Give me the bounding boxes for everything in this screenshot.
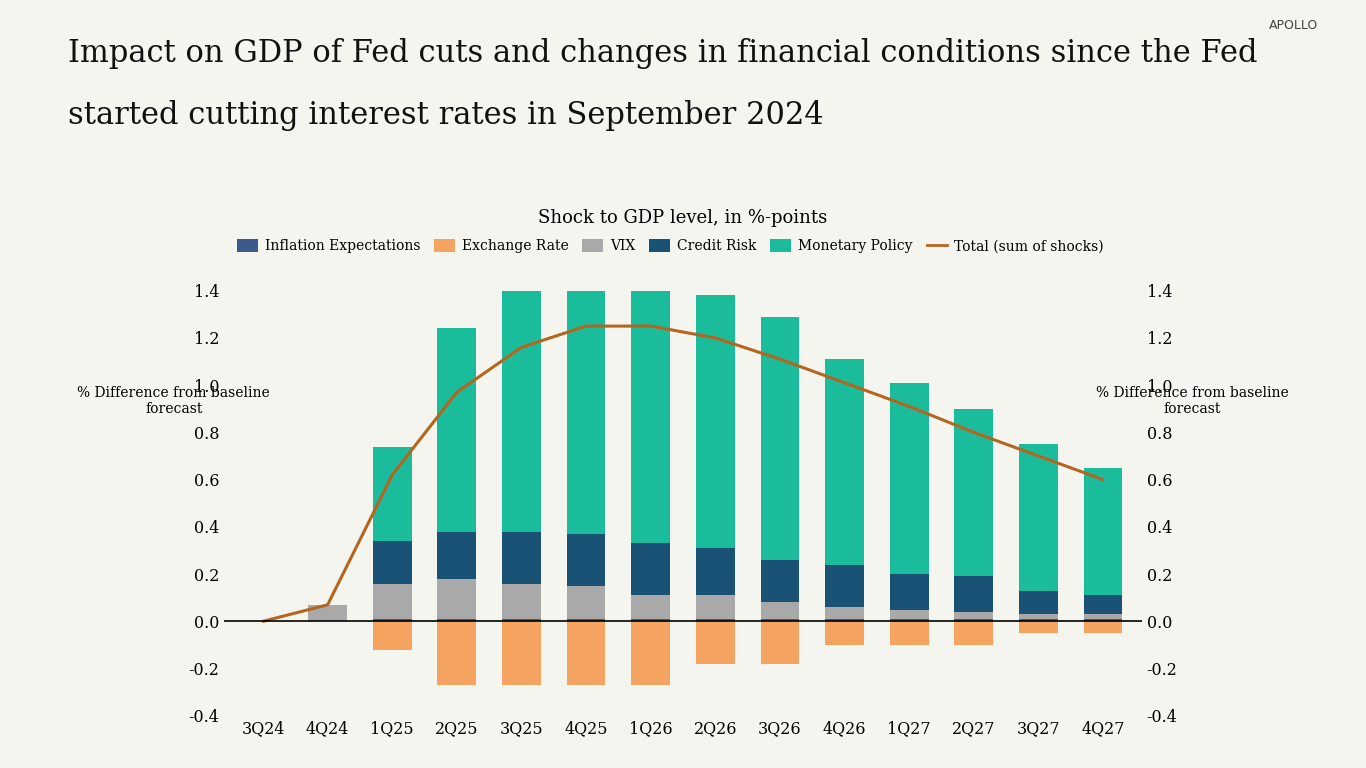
Bar <box>825 607 863 619</box>
Text: started cutting interest rates in September 2024: started cutting interest rates in Septem… <box>68 100 824 131</box>
Bar <box>1083 468 1123 595</box>
Bar <box>1083 621 1123 633</box>
Bar <box>631 263 671 544</box>
Bar <box>373 621 411 650</box>
Bar <box>955 577 993 612</box>
Bar <box>695 548 735 595</box>
Text: % Difference from baseline
forecast: % Difference from baseline forecast <box>78 386 270 416</box>
Bar <box>955 612 993 619</box>
Bar <box>567 586 605 619</box>
Bar <box>761 619 799 621</box>
Bar <box>1019 591 1057 614</box>
Bar <box>889 619 929 621</box>
Bar <box>761 316 799 560</box>
Bar <box>437 579 477 619</box>
Bar <box>825 564 863 607</box>
Bar <box>309 604 347 621</box>
Bar <box>503 584 541 619</box>
Bar <box>1083 619 1123 621</box>
Bar <box>631 544 671 595</box>
Bar <box>373 619 411 621</box>
Bar <box>567 534 605 586</box>
Bar <box>955 409 993 577</box>
Bar <box>889 610 929 619</box>
Bar <box>695 296 735 548</box>
Bar <box>825 359 863 564</box>
Text: Shock to GDP level, in %-points: Shock to GDP level, in %-points <box>538 209 828 227</box>
Bar <box>889 382 929 574</box>
Bar <box>761 602 799 619</box>
Bar <box>889 621 929 645</box>
Bar <box>825 621 863 645</box>
Bar <box>373 541 411 584</box>
Bar <box>437 621 477 685</box>
Bar <box>567 621 605 685</box>
Bar <box>695 621 735 664</box>
Bar <box>631 621 671 685</box>
Bar <box>503 621 541 685</box>
Bar <box>761 560 799 602</box>
Bar <box>825 619 863 621</box>
Bar <box>437 531 477 579</box>
Text: Impact on GDP of Fed cuts and changes in financial conditions since the Fed: Impact on GDP of Fed cuts and changes in… <box>68 38 1258 69</box>
Bar <box>503 531 541 584</box>
Bar <box>761 621 799 664</box>
Bar <box>503 619 541 621</box>
Bar <box>373 584 411 619</box>
Bar <box>437 619 477 621</box>
Bar <box>889 574 929 610</box>
Bar <box>567 619 605 621</box>
Bar <box>373 446 411 541</box>
Bar <box>567 263 605 534</box>
Bar <box>631 595 671 619</box>
Text: % Difference from baseline
forecast: % Difference from baseline forecast <box>1096 386 1288 416</box>
Bar <box>503 283 541 531</box>
Bar <box>955 619 993 621</box>
Bar <box>1083 595 1123 614</box>
Bar <box>1019 614 1057 619</box>
Bar <box>1083 614 1123 619</box>
Text: APOLLO: APOLLO <box>1269 19 1318 32</box>
Bar <box>437 329 477 531</box>
Legend: Inflation Expectations, Exchange Rate, VIX, Credit Risk, Monetary Policy, Total : Inflation Expectations, Exchange Rate, V… <box>231 233 1109 259</box>
Bar <box>1019 444 1057 591</box>
Bar <box>695 619 735 621</box>
Bar <box>631 619 671 621</box>
Bar <box>1019 621 1057 633</box>
Bar <box>955 621 993 645</box>
Bar <box>1019 619 1057 621</box>
Bar <box>695 595 735 619</box>
